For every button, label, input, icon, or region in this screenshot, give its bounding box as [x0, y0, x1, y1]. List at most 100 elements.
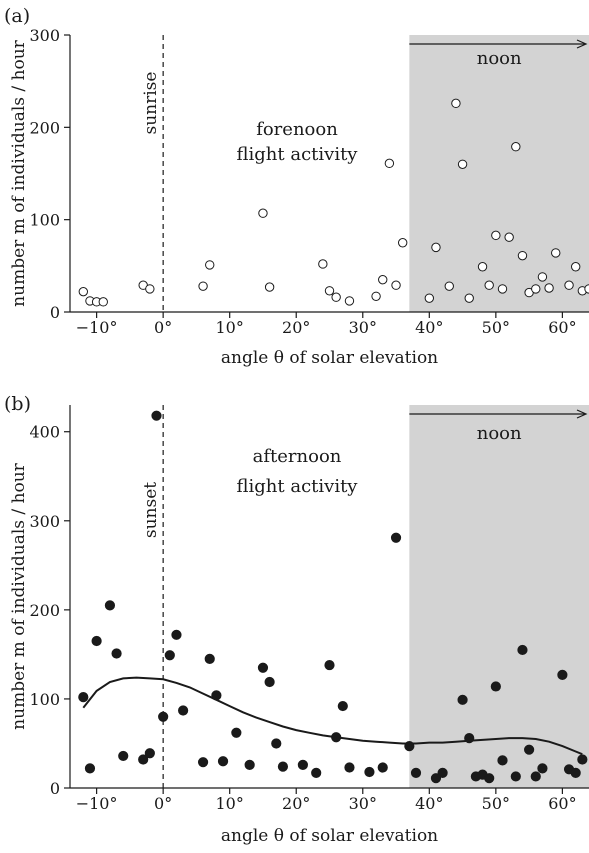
data-point [404, 741, 415, 752]
x-tick-label: 0° [154, 794, 172, 813]
x-tick-label: 30° [349, 794, 377, 813]
x-tick-label: 60° [548, 794, 576, 813]
data-point [257, 662, 269, 673]
data-point [457, 694, 468, 705]
data-point [344, 762, 355, 773]
data-point [577, 754, 588, 765]
data-point [497, 755, 508, 766]
data-point [551, 248, 561, 258]
noon-label: noon [477, 423, 522, 444]
data-point [318, 259, 328, 269]
data-point [231, 727, 242, 738]
data-point [277, 761, 289, 772]
data-point [151, 410, 162, 421]
data-point [171, 629, 182, 640]
data-point [484, 773, 495, 784]
data-point [164, 650, 175, 661]
y-tick-label: 100 [29, 690, 60, 709]
data-point [118, 750, 129, 762]
annotation-line: afternoon [253, 446, 342, 467]
x-tick-label: 0° [154, 318, 172, 337]
data-point [431, 242, 441, 253]
data-point [510, 771, 521, 782]
data-point [517, 644, 528, 656]
data-point [490, 681, 501, 692]
noon-arrow-head [576, 409, 588, 419]
panel-label: (b) [4, 393, 31, 415]
x-tick-label: 50° [482, 318, 510, 337]
data-point [144, 748, 155, 759]
y-tick-label: 300 [29, 26, 60, 45]
x-tick-label: 60° [548, 318, 576, 337]
x-tick-label: −10° [76, 318, 118, 337]
data-point [324, 286, 335, 296]
x-tick-label: 20° [282, 794, 310, 813]
x-tick-label: 10° [216, 794, 244, 813]
data-point [138, 754, 149, 765]
data-point [264, 282, 275, 292]
data-point [584, 284, 589, 294]
data-point [244, 759, 255, 770]
event-line-label: sunrise [141, 72, 161, 135]
panel-a: noon 0 100 200 300 −10° 0° 10° 20° 30° 40° 50° 60° an… [4, 5, 589, 368]
x-tick-label: 20° [282, 318, 310, 337]
data-point [84, 763, 96, 774]
x-tick-label: 40° [415, 318, 443, 337]
data-point [437, 767, 448, 778]
data-point [517, 250, 528, 261]
data-point [424, 293, 435, 303]
data-point [145, 284, 155, 294]
x-tick-label: −10° [76, 794, 118, 813]
y-axis-label: number m of individuals / hour [9, 462, 29, 729]
data-point [384, 158, 395, 169]
noon-shade [409, 35, 589, 312]
data-point [344, 296, 355, 306]
data-point [537, 272, 548, 282]
data-point [397, 238, 408, 248]
data-point [104, 600, 116, 611]
data-point [377, 762, 388, 773]
data-point [98, 297, 108, 307]
y-tick-label: 400 [29, 423, 60, 442]
data-point [544, 283, 554, 293]
data-point [331, 732, 342, 743]
data-point [464, 293, 474, 303]
data-point [451, 98, 461, 109]
y-tick-label: 0 [50, 779, 60, 798]
data-point [410, 767, 422, 778]
data-point [204, 653, 215, 664]
annotation-line: flight activity [237, 476, 359, 497]
x-tick-label: 40° [415, 794, 443, 813]
data-point [531, 284, 541, 294]
event-line-label: sunset [141, 482, 161, 538]
data-point [78, 286, 89, 297]
y-tick-label: 200 [29, 601, 60, 620]
data-point [497, 284, 508, 294]
y-tick-label: 300 [29, 512, 60, 531]
data-point [364, 766, 375, 778]
data-point [264, 676, 275, 688]
data-point [457, 159, 468, 169]
data-point [524, 744, 535, 755]
panel-b: noon 0 100 200 300 400 −10° 0° 10° 20° 30° 40° 50° 60… [4, 393, 589, 846]
panel-label: (a) [4, 5, 30, 27]
y-tick-label: 0 [50, 303, 60, 322]
data-point [570, 767, 581, 778]
data-point [178, 705, 189, 716]
data-point [491, 230, 501, 241]
annotation-line: forenoon [256, 119, 338, 140]
data-point [570, 262, 581, 272]
annotation-line: flight activity [237, 144, 359, 165]
data-point [530, 771, 541, 782]
data-point [111, 648, 122, 659]
data-point [78, 692, 89, 703]
x-axis-label: angle θ of solar elevation [221, 826, 438, 846]
data-point [371, 291, 381, 302]
data-point [197, 757, 209, 768]
data-point [378, 274, 388, 285]
data-point [311, 767, 322, 778]
x-tick-label: 50° [482, 794, 510, 813]
y-tick-label: 100 [29, 211, 60, 230]
data-point [217, 756, 229, 767]
